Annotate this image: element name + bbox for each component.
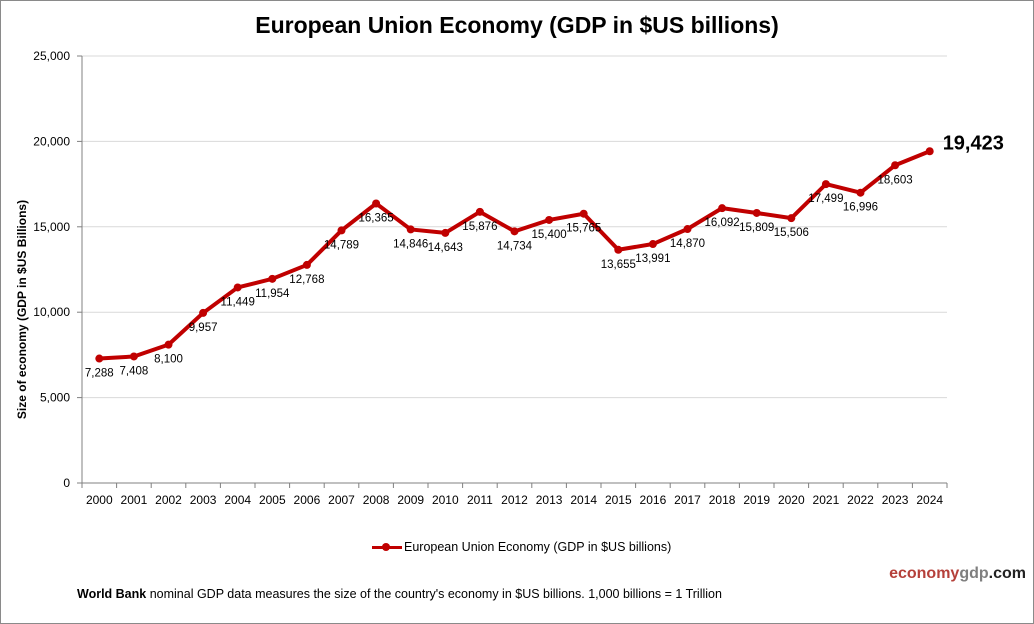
x-tick-label: 2017 [674, 493, 701, 507]
data-label: 14,643 [428, 242, 463, 254]
data-label: 7,288 [85, 368, 114, 380]
data-label: 11,449 [221, 296, 255, 308]
x-tick-label: 2014 [570, 493, 597, 507]
x-tick-label: 2006 [294, 493, 321, 507]
x-tick-label: 2007 [328, 493, 355, 507]
chart-title: European Union Economy (GDP in $US billi… [255, 12, 779, 38]
data-point [718, 204, 727, 213]
series-line [99, 149, 931, 361]
data-point [752, 208, 761, 217]
legend: European Union Economy (GDP in $US billi… [372, 540, 671, 554]
data-label: 15,400 [532, 229, 567, 241]
y-tick-label: 20,000 [33, 134, 70, 148]
x-tick-label: 2019 [743, 493, 770, 507]
x-tick-label: 2021 [813, 493, 840, 507]
y-tick-label: 15,000 [33, 220, 70, 234]
data-label: 8,100 [154, 354, 183, 366]
data-label: 18,603 [878, 174, 913, 186]
x-tick-label: 2010 [432, 493, 459, 507]
data-label: 13,655 [601, 259, 636, 271]
data-point [268, 274, 277, 283]
data-point [579, 209, 588, 218]
data-point [337, 226, 346, 235]
data-point [821, 180, 830, 189]
x-tick-label: 2020 [778, 493, 805, 507]
data-label: 13,991 [635, 253, 670, 265]
data-point [925, 147, 934, 156]
x-tick-label: 2001 [121, 493, 148, 507]
x-tick-label: 2005 [259, 493, 286, 507]
data-point [406, 225, 415, 234]
data-label: 15,809 [739, 222, 774, 234]
data-label: 14,846 [393, 238, 428, 250]
data-label: 15,506 [774, 227, 809, 239]
data-point [787, 214, 796, 223]
x-tick-label: 2022 [847, 493, 874, 507]
x-tick-label: 2004 [224, 493, 251, 507]
legend-label: European Union Economy (GDP in $US billi… [404, 540, 672, 554]
x-tick-label: 2003 [190, 493, 217, 507]
x-tick-label: 2011 [467, 493, 493, 507]
data-point [510, 227, 519, 236]
x-tick-label: 2015 [605, 493, 632, 507]
data-label: 9,957 [189, 322, 218, 334]
data-label: 19,423 [943, 132, 1004, 154]
source-name: World Bank [77, 587, 147, 601]
data-label: 16,092 [705, 217, 740, 229]
data-point [233, 283, 242, 292]
data-label: 11,954 [255, 288, 290, 300]
data-point [475, 207, 484, 216]
data-point [441, 228, 450, 237]
data-point [302, 260, 311, 269]
data-label: 12,768 [289, 274, 324, 286]
x-tick-label: 2008 [363, 493, 390, 507]
data-point [129, 352, 138, 361]
x-tick-label: 2002 [155, 493, 182, 507]
data-label: 15,876 [462, 221, 497, 233]
data-point [648, 240, 657, 249]
data-point [95, 354, 104, 363]
data-label: 14,734 [497, 240, 533, 252]
x-tick-label: 2024 [916, 493, 943, 507]
y-tick-label: 25,000 [33, 49, 70, 63]
data-label: 15,765 [566, 223, 601, 235]
data-label: 16,996 [843, 202, 878, 214]
x-tick-label: 2012 [501, 493, 528, 507]
logo: economygdp.com [889, 565, 1026, 582]
source-text: nominal GDP data measures the size of th… [146, 587, 722, 601]
data-label: 14,870 [670, 238, 705, 250]
data-point [856, 188, 865, 197]
x-tick-label: 2013 [536, 493, 563, 507]
source-note: World Bank nominal GDP data measures the… [77, 587, 722, 601]
x-tick-label: 2016 [640, 493, 667, 507]
x-tick-label: 2000 [86, 493, 113, 507]
y-tick-label: 0 [63, 476, 70, 490]
y-axis-label: Size of economy (GDP in $US Billions) [15, 200, 29, 419]
data-point [614, 245, 623, 254]
data-label: 17,499 [808, 193, 843, 205]
y-tick-label: 5,000 [40, 391, 70, 405]
data-point [164, 340, 173, 349]
y-tick-label: 10,000 [33, 305, 70, 319]
legend-swatch [372, 541, 402, 553]
x-tick-label: 2018 [709, 493, 736, 507]
data-label: 7,408 [120, 365, 149, 377]
data-point [545, 215, 554, 224]
data-label: 14,789 [324, 239, 359, 251]
data-label: 16,365 [359, 212, 394, 224]
data-point [891, 161, 900, 170]
data-point [683, 225, 692, 234]
x-tick-label: 2023 [882, 493, 909, 507]
data-point [199, 308, 208, 317]
x-tick-label: 2009 [397, 493, 424, 507]
data-point [372, 199, 381, 208]
